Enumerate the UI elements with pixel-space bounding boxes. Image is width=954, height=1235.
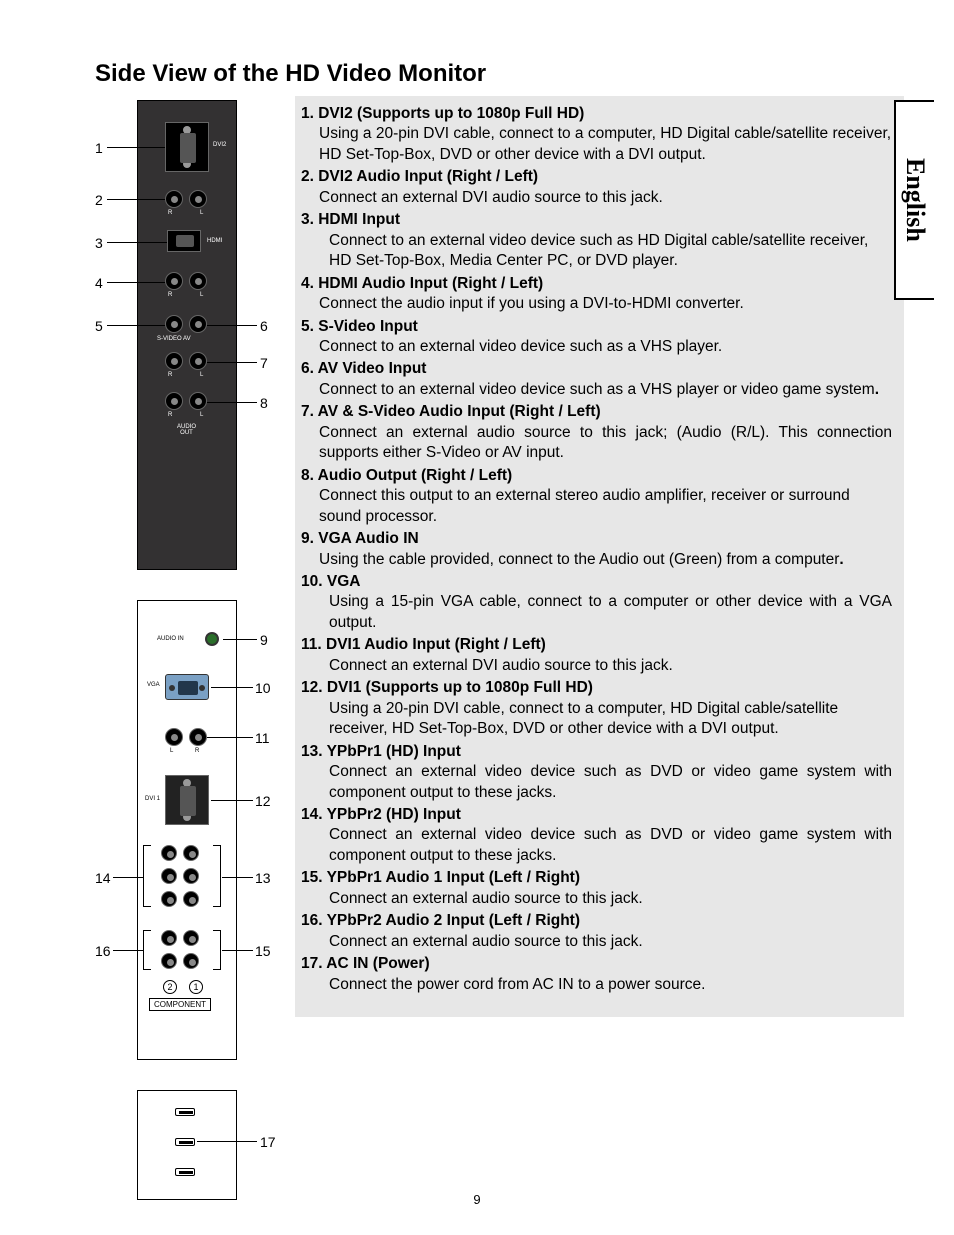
diagram-column: DVI2 R L HDMI R L S-VIDEO AV: [95, 96, 285, 1200]
desc-item: 13. YPbPr1 (HD) Input Connect an external…: [301, 742, 892, 803]
desc-item: 10. VGA Using a 15-pin VGA cable, connect…: [301, 572, 892, 633]
desc-item-body: Connect an external video device such as…: [301, 825, 892, 866]
desc-item: 9. VGA Audio IN Using the cable provided,…: [301, 529, 892, 570]
desc-item-title: 7. AV & S-Video Audio Input (Right / Lef…: [301, 403, 601, 420]
desc-item: 4. HDMI Audio Input (Right / Left) Connec…: [301, 274, 892, 315]
desc-item-body: Connect the power cord from AC IN to a p…: [301, 975, 892, 995]
desc-item-title: 13. YPbPr1 (HD) Input: [301, 743, 461, 760]
desc-item-title: 8. Audio Output (Right / Left): [301, 467, 512, 484]
desc-item-body: Connect an external audio source to this…: [301, 932, 892, 952]
desc-item: 14. YPbPr2 (HD) Input Connect an external…: [301, 805, 892, 866]
label-svideo-av: S-VIDEO AV: [157, 336, 191, 342]
panel-bottom: 17: [95, 1090, 285, 1200]
desc-item-title: 2. DVI2 Audio Input (Right / Left): [301, 168, 538, 185]
label-dvi2: DVI2: [213, 142, 226, 148]
desc-item: 5. S-Video Input Connect to an external v…: [301, 317, 892, 358]
desc-item-body: Using the cable provided, connect to the…: [301, 550, 892, 570]
label-hdmi: HDMI: [207, 238, 222, 244]
desc-item: 8. Audio Output (Right / Left) Connect th…: [301, 466, 892, 527]
desc-item: 12. DVI1 (Supports up to 1080p Full HD) U…: [301, 678, 892, 739]
desc-item-title: 6. AV Video Input: [301, 360, 426, 377]
desc-item-title: 9. VGA Audio IN: [301, 530, 419, 547]
desc-item-body: Connect an external DVI audio source to …: [301, 656, 892, 676]
desc-item: 6. AV Video Input Connect to an external …: [301, 359, 892, 400]
label-component: COMPONENT: [149, 998, 211, 1011]
desc-item-title: 4. HDMI Audio Input (Right / Left): [301, 275, 543, 292]
desc-item-title: 16. YPbPr2 Audio 2 Input (Left / Right): [301, 912, 580, 929]
desc-item-body: Connect to an external video device such…: [301, 231, 892, 272]
desc-item-body: Connect an external audio source to this…: [301, 423, 892, 464]
desc-item-title: 10. VGA: [301, 573, 360, 590]
desc-item-title: 14. YPbPr2 (HD) Input: [301, 806, 461, 823]
page-title: Side View of the HD Video Monitor: [95, 60, 904, 88]
desc-item: 7. AV & S-Video Audio Input (Right / Lef…: [301, 402, 892, 463]
desc-item-body: Connect an external video device such as…: [301, 762, 892, 803]
desc-item-body: Using a 15-pin VGA cable, connect to a c…: [301, 592, 892, 633]
label-dvi1: DVI 1: [145, 796, 160, 802]
desc-item-title: 11. DVI1 Audio Input (Right / Left): [301, 636, 546, 653]
desc-item-body: Connect an external audio source to this…: [301, 889, 892, 909]
label-audio-in: AUDIO IN: [157, 636, 184, 642]
desc-item: 17. AC IN (Power) Connect the power cord …: [301, 954, 892, 995]
desc-item: 15. YPbPr1 Audio 1 Input (Left / Right) C…: [301, 868, 892, 909]
desc-item-title: 17. AC IN (Power): [301, 955, 430, 972]
desc-item-body: Connect this output to an external stere…: [301, 486, 892, 527]
desc-item-body: Connect to an external video device such…: [301, 380, 892, 400]
desc-item-body: Connect an external DVI audio source to …: [301, 188, 892, 208]
description-column: 1. DVI2 (Supports up to 1080p Full HD) Us…: [295, 96, 904, 1017]
language-tab: English: [894, 100, 934, 300]
panel-top: DVI2 R L HDMI R L S-VIDEO AV: [95, 100, 285, 570]
desc-item-body: Connect to an external video device such…: [301, 337, 892, 357]
desc-item-title: 15. YPbPr1 Audio 1 Input (Left / Right): [301, 869, 580, 886]
desc-item: 1. DVI2 (Supports up to 1080p Full HD) Us…: [301, 104, 892, 165]
desc-item: 2. DVI2 Audio Input (Right / Left) Connec…: [301, 167, 892, 208]
desc-item-body: Using a 20-pin DVI cable, connect to a c…: [301, 699, 892, 740]
content-row: DVI2 R L HDMI R L S-VIDEO AV: [95, 96, 904, 1200]
desc-item-title: 12. DVI1 (Supports up to 1080p Full HD): [301, 679, 593, 696]
desc-item-title: 5. S-Video Input: [301, 318, 418, 335]
page-number: 9: [0, 1192, 954, 1207]
desc-item: 16. YPbPr2 Audio 2 Input (Left / Right) C…: [301, 911, 892, 952]
desc-item: 3. HDMI Input Connect to an external vide…: [301, 210, 892, 271]
label-audio-out: AUDIO OUT: [177, 424, 196, 436]
label-vga: VGA: [147, 682, 160, 688]
desc-item-title: 3. HDMI Input: [301, 211, 400, 228]
panel-middle: AUDIO IN VGA L R DVI 1: [95, 600, 285, 1060]
desc-item: 11. DVI1 Audio Input (Right / Left) Conne…: [301, 635, 892, 676]
desc-item-body: Using a 20-pin DVI cable, connect to a c…: [301, 124, 892, 165]
desc-item-body: Connect the audio input if you using a D…: [301, 294, 892, 314]
desc-item-title: 1. DVI2 (Supports up to 1080p Full HD): [301, 105, 584, 122]
